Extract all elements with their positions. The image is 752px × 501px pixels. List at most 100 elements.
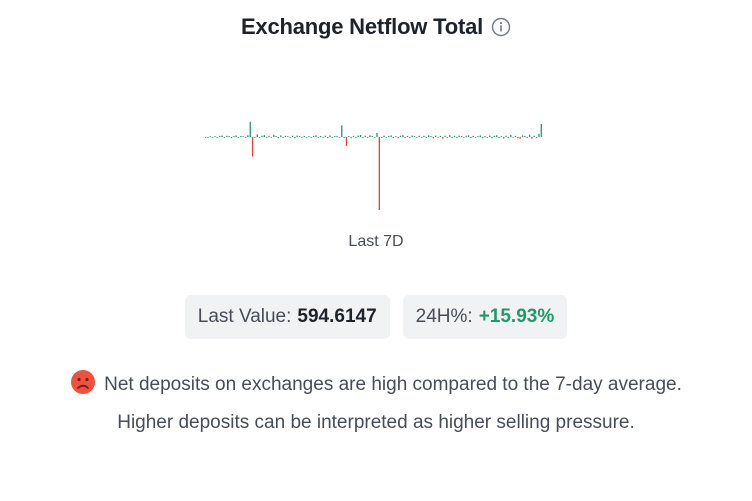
netflow-bar[interactable]: [228, 135, 230, 137]
netflow-bar[interactable]: [209, 136, 211, 137]
netflow-bar[interactable]: [533, 135, 535, 137]
netflow-bar[interactable]: [432, 137, 434, 139]
netflow-bar[interactable]: [343, 137, 345, 139]
netflow-bar[interactable]: [355, 137, 357, 138]
netflow-bar[interactable]: [528, 134, 531, 137]
netflow-bar[interactable]: [226, 135, 228, 137]
netflow-bar[interactable]: [493, 135, 495, 137]
netflow-bar[interactable]: [338, 137, 341, 138]
netflow-bar[interactable]: [411, 135, 413, 137]
netflow-bar[interactable]: [275, 135, 277, 137]
netflow-bar[interactable]: [392, 137, 395, 139]
netflow-bar[interactable]: [374, 137, 376, 138]
netflow-bar[interactable]: [458, 135, 460, 137]
netflow-bar[interactable]: [273, 134, 275, 137]
netflow-bar[interactable]: [223, 137, 226, 138]
netflow-bar[interactable]: [463, 137, 465, 138]
netflow-bar[interactable]: [531, 137, 533, 139]
netflow-bar[interactable]: [331, 137, 334, 138]
netflow-bar[interactable]: [451, 137, 453, 139]
netflow-bar[interactable]: [503, 137, 505, 139]
netflow-bar[interactable]: [402, 135, 404, 137]
netflow-bar[interactable]: [207, 137, 209, 138]
netflow-bar[interactable]: [350, 137, 352, 139]
netflow-bar[interactable]: [388, 135, 390, 137]
netflow-bar[interactable]: [362, 137, 364, 139]
netflow-bar[interactable]: [383, 135, 385, 137]
netflow-bar[interactable]: [341, 125, 343, 137]
netflow-bar[interactable]: [477, 136, 479, 137]
netflow-bar[interactable]: [364, 135, 366, 137]
netflow-bar[interactable]: [298, 136, 301, 137]
netflow-bar[interactable]: [442, 137, 444, 139]
netflow-bar[interactable]: [352, 135, 355, 137]
netflow-bar[interactable]: [540, 123, 542, 137]
netflow-bar[interactable]: [425, 137, 427, 139]
netflow-bar[interactable]: [261, 135, 263, 137]
netflow-bar[interactable]: [481, 137, 484, 139]
netflow-bar[interactable]: [430, 136, 432, 137]
netflow-bar[interactable]: [308, 136, 310, 137]
netflow-bar[interactable]: [371, 135, 373, 137]
netflow-bar[interactable]: [416, 137, 418, 138]
netflow-bar[interactable]: [439, 135, 442, 137]
netflow-bar[interactable]: [263, 135, 265, 137]
netflow-bar[interactable]: [510, 134, 512, 137]
netflow-bar[interactable]: [221, 135, 223, 137]
netflow-bar[interactable]: [526, 137, 528, 138]
netflow-bar[interactable]: [270, 137, 273, 138]
netflow-bar[interactable]: [324, 135, 326, 137]
netflow-bar[interactable]: [519, 137, 521, 139]
netflow-bar[interactable]: [219, 135, 221, 137]
netflow-bar[interactable]: [251, 137, 254, 157]
netflow-bar[interactable]: [266, 137, 268, 138]
netflow-bar[interactable]: [406, 135, 409, 137]
netflow-bar[interactable]: [287, 136, 289, 137]
netflow-bar[interactable]: [216, 137, 219, 138]
netflow-bar[interactable]: [381, 137, 383, 138]
netflow-bar[interactable]: [233, 136, 235, 137]
netflow-bar[interactable]: [465, 135, 467, 137]
netflow-bar[interactable]: [277, 137, 280, 139]
netflow-bar[interactable]: [404, 137, 406, 138]
netflow-bar[interactable]: [376, 132, 378, 137]
netflow-bar[interactable]: [235, 135, 237, 137]
netflow-bar[interactable]: [500, 136, 503, 137]
info-circle-icon[interactable]: [491, 17, 511, 37]
netflow-bar[interactable]: [249, 121, 251, 137]
netflow-bar[interactable]: [496, 135, 498, 137]
netflow-bar[interactable]: [366, 137, 369, 138]
netflow-bar[interactable]: [498, 137, 500, 139]
netflow-bar[interactable]: [329, 135, 331, 137]
netflow-bar[interactable]: [317, 137, 319, 138]
netflow-bar[interactable]: [320, 135, 322, 137]
netflow-bar[interactable]: [437, 137, 439, 138]
netflow-bar[interactable]: [524, 135, 526, 137]
netflow-bar[interactable]: [268, 135, 270, 137]
netflow-bar[interactable]: [505, 135, 507, 137]
netflow-bar[interactable]: [305, 137, 308, 138]
netflow-bar[interactable]: [378, 137, 380, 210]
netflow-bar[interactable]: [489, 135, 491, 137]
netflow-bar[interactable]: [296, 135, 298, 137]
netflow-bar[interactable]: [291, 135, 294, 137]
netflow-bar[interactable]: [512, 137, 514, 138]
netflow-bar[interactable]: [301, 137, 303, 138]
netflow-bar[interactable]: [453, 135, 456, 137]
netflow-bar[interactable]: [334, 136, 336, 137]
netflow-bar[interactable]: [244, 137, 247, 138]
netflow-bar[interactable]: [535, 137, 538, 139]
netflow-bar[interactable]: [418, 135, 420, 137]
netflow-bar[interactable]: [538, 133, 540, 137]
netflow-bar[interactable]: [284, 135, 287, 137]
netflow-bar[interactable]: [507, 137, 510, 139]
netflow-bar[interactable]: [470, 137, 472, 139]
netflow-bar[interactable]: [446, 137, 449, 138]
netflow-bar[interactable]: [230, 137, 233, 139]
netflow-bar[interactable]: [456, 137, 458, 138]
netflow-bar[interactable]: [312, 135, 315, 137]
netflow-bar[interactable]: [254, 137, 256, 138]
netflow-bar[interactable]: [256, 134, 258, 137]
netflow-bar[interactable]: [237, 137, 240, 138]
netflow-bar[interactable]: [435, 135, 437, 137]
